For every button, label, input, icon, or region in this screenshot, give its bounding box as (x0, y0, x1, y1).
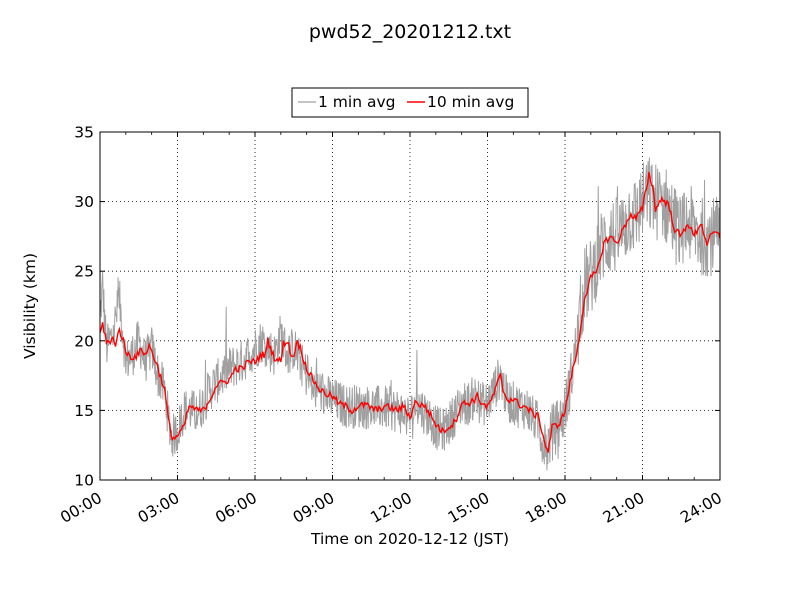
legend: 1 min avg 10 min avg (291, 87, 529, 118)
y-tick-label: 35 (74, 124, 94, 142)
y-tick-label: 15 (74, 402, 94, 420)
chart-title: pwd52_20201212.txt (309, 21, 511, 43)
legend-label-10-min-avg: 10 min avg (427, 93, 514, 111)
y-tick-label: 30 (74, 193, 94, 211)
grid-lines (100, 132, 720, 480)
line-1-min-avg (99, 157, 721, 471)
legend-label-1-min-avg: 1 min avg (318, 93, 395, 111)
y-tick-label: 25 (74, 263, 94, 281)
x-axis-label: Time on 2020-12-12 (JST) (310, 530, 509, 548)
line-10-min-avg (99, 171, 721, 453)
y-tick-label: 10 (74, 472, 94, 490)
series-1-min-avg (99, 157, 721, 471)
y-axis-label: Visibility (km) (21, 253, 39, 359)
y-tick-label: 20 (74, 332, 94, 350)
series-10-min-avg (99, 171, 721, 453)
